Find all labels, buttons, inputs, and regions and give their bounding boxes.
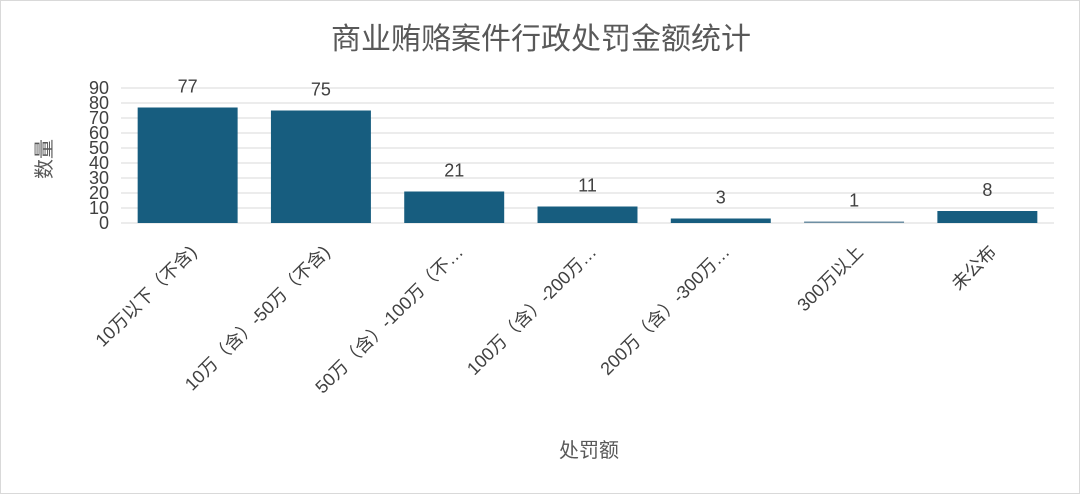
bar [937, 211, 1038, 223]
bar [670, 218, 771, 223]
x-category-label: 200万（含）-300万… [596, 242, 733, 379]
data-label: 75 [311, 80, 331, 100]
data-label: 21 [444, 161, 464, 181]
data-labels: 77 75 21 11 3 1 8 [178, 77, 993, 211]
data-label: 3 [716, 188, 726, 208]
y-tick-label: 60 [89, 123, 109, 143]
x-category-label: 50万（含）-100万（不… [311, 242, 467, 398]
bar [804, 221, 905, 223]
bar [137, 107, 238, 223]
x-category-label: 10万以下（不含) [92, 242, 201, 351]
x-axis-title: 处罚额 [559, 438, 619, 462]
x-category-label: 100万（含）-200万… [463, 242, 600, 379]
data-label: 77 [178, 77, 198, 97]
x-category-label: 未公布 [948, 242, 1000, 294]
chart-title: 商业贿赂案件行政处罚金额统计 [331, 22, 751, 57]
y-tick-label: 20 [89, 183, 109, 203]
data-label: 11 [578, 176, 597, 196]
y-tick-label: 50 [89, 138, 109, 158]
x-category-label: 300万以上 [793, 242, 867, 316]
data-label: 8 [982, 180, 992, 200]
gridlines [121, 87, 1054, 224]
bar [537, 206, 638, 223]
y-tick-label: 70 [89, 108, 109, 128]
bar [270, 110, 371, 223]
y-tick-label: 0 [99, 213, 109, 233]
data-label: 1 [849, 191, 859, 211]
bar [404, 191, 505, 223]
y-tick-label: 40 [89, 153, 109, 173]
y-tick-label: 30 [89, 168, 109, 188]
y-tick-label: 10 [89, 198, 109, 218]
bars [137, 107, 1038, 223]
x-axis-categories: 10万以下（不含)10万（含）-50万（不含)50万（含）-100万（不…100… [92, 242, 1001, 398]
x-category-label: 10万（含）-50万（不含) [181, 242, 334, 395]
y-tick-label: 80 [89, 93, 109, 113]
y-axis-title: 数量 [32, 139, 56, 179]
y-tick-label: 90 [89, 78, 109, 98]
